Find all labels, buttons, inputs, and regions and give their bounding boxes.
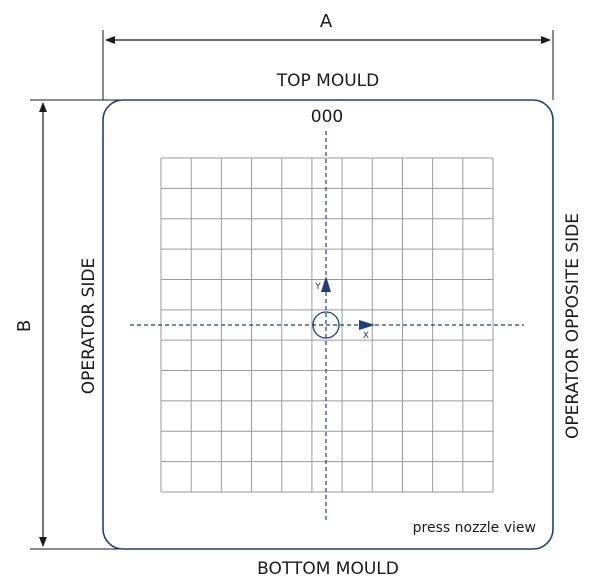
dimension-a-label: A [320, 11, 333, 32]
view-note: press nozzle view [413, 520, 536, 536]
plate-code-label: 000 [311, 107, 343, 127]
operator-side-label: OPERATOR SIDE [79, 258, 99, 394]
x-axis-label: X [363, 331, 369, 341]
y-axis-label: Y [314, 282, 321, 292]
y-axis-arrow-icon [321, 276, 331, 292]
dimension-b: B [14, 99, 122, 550]
operator-opposite-side-label: OPERATOR OPPOSITE SIDE [563, 213, 583, 439]
mould-plate-outline [102, 99, 554, 550]
dimension-b-label: B [14, 320, 35, 332]
x-axis-arrow-icon [359, 320, 375, 330]
top-mould-label: TOP MOULD [276, 71, 379, 91]
dimension-a: A [102, 11, 554, 100]
nozzle-center-circle [312, 311, 340, 339]
bottom-mould-label: BOTTOM MOULD [257, 559, 399, 579]
